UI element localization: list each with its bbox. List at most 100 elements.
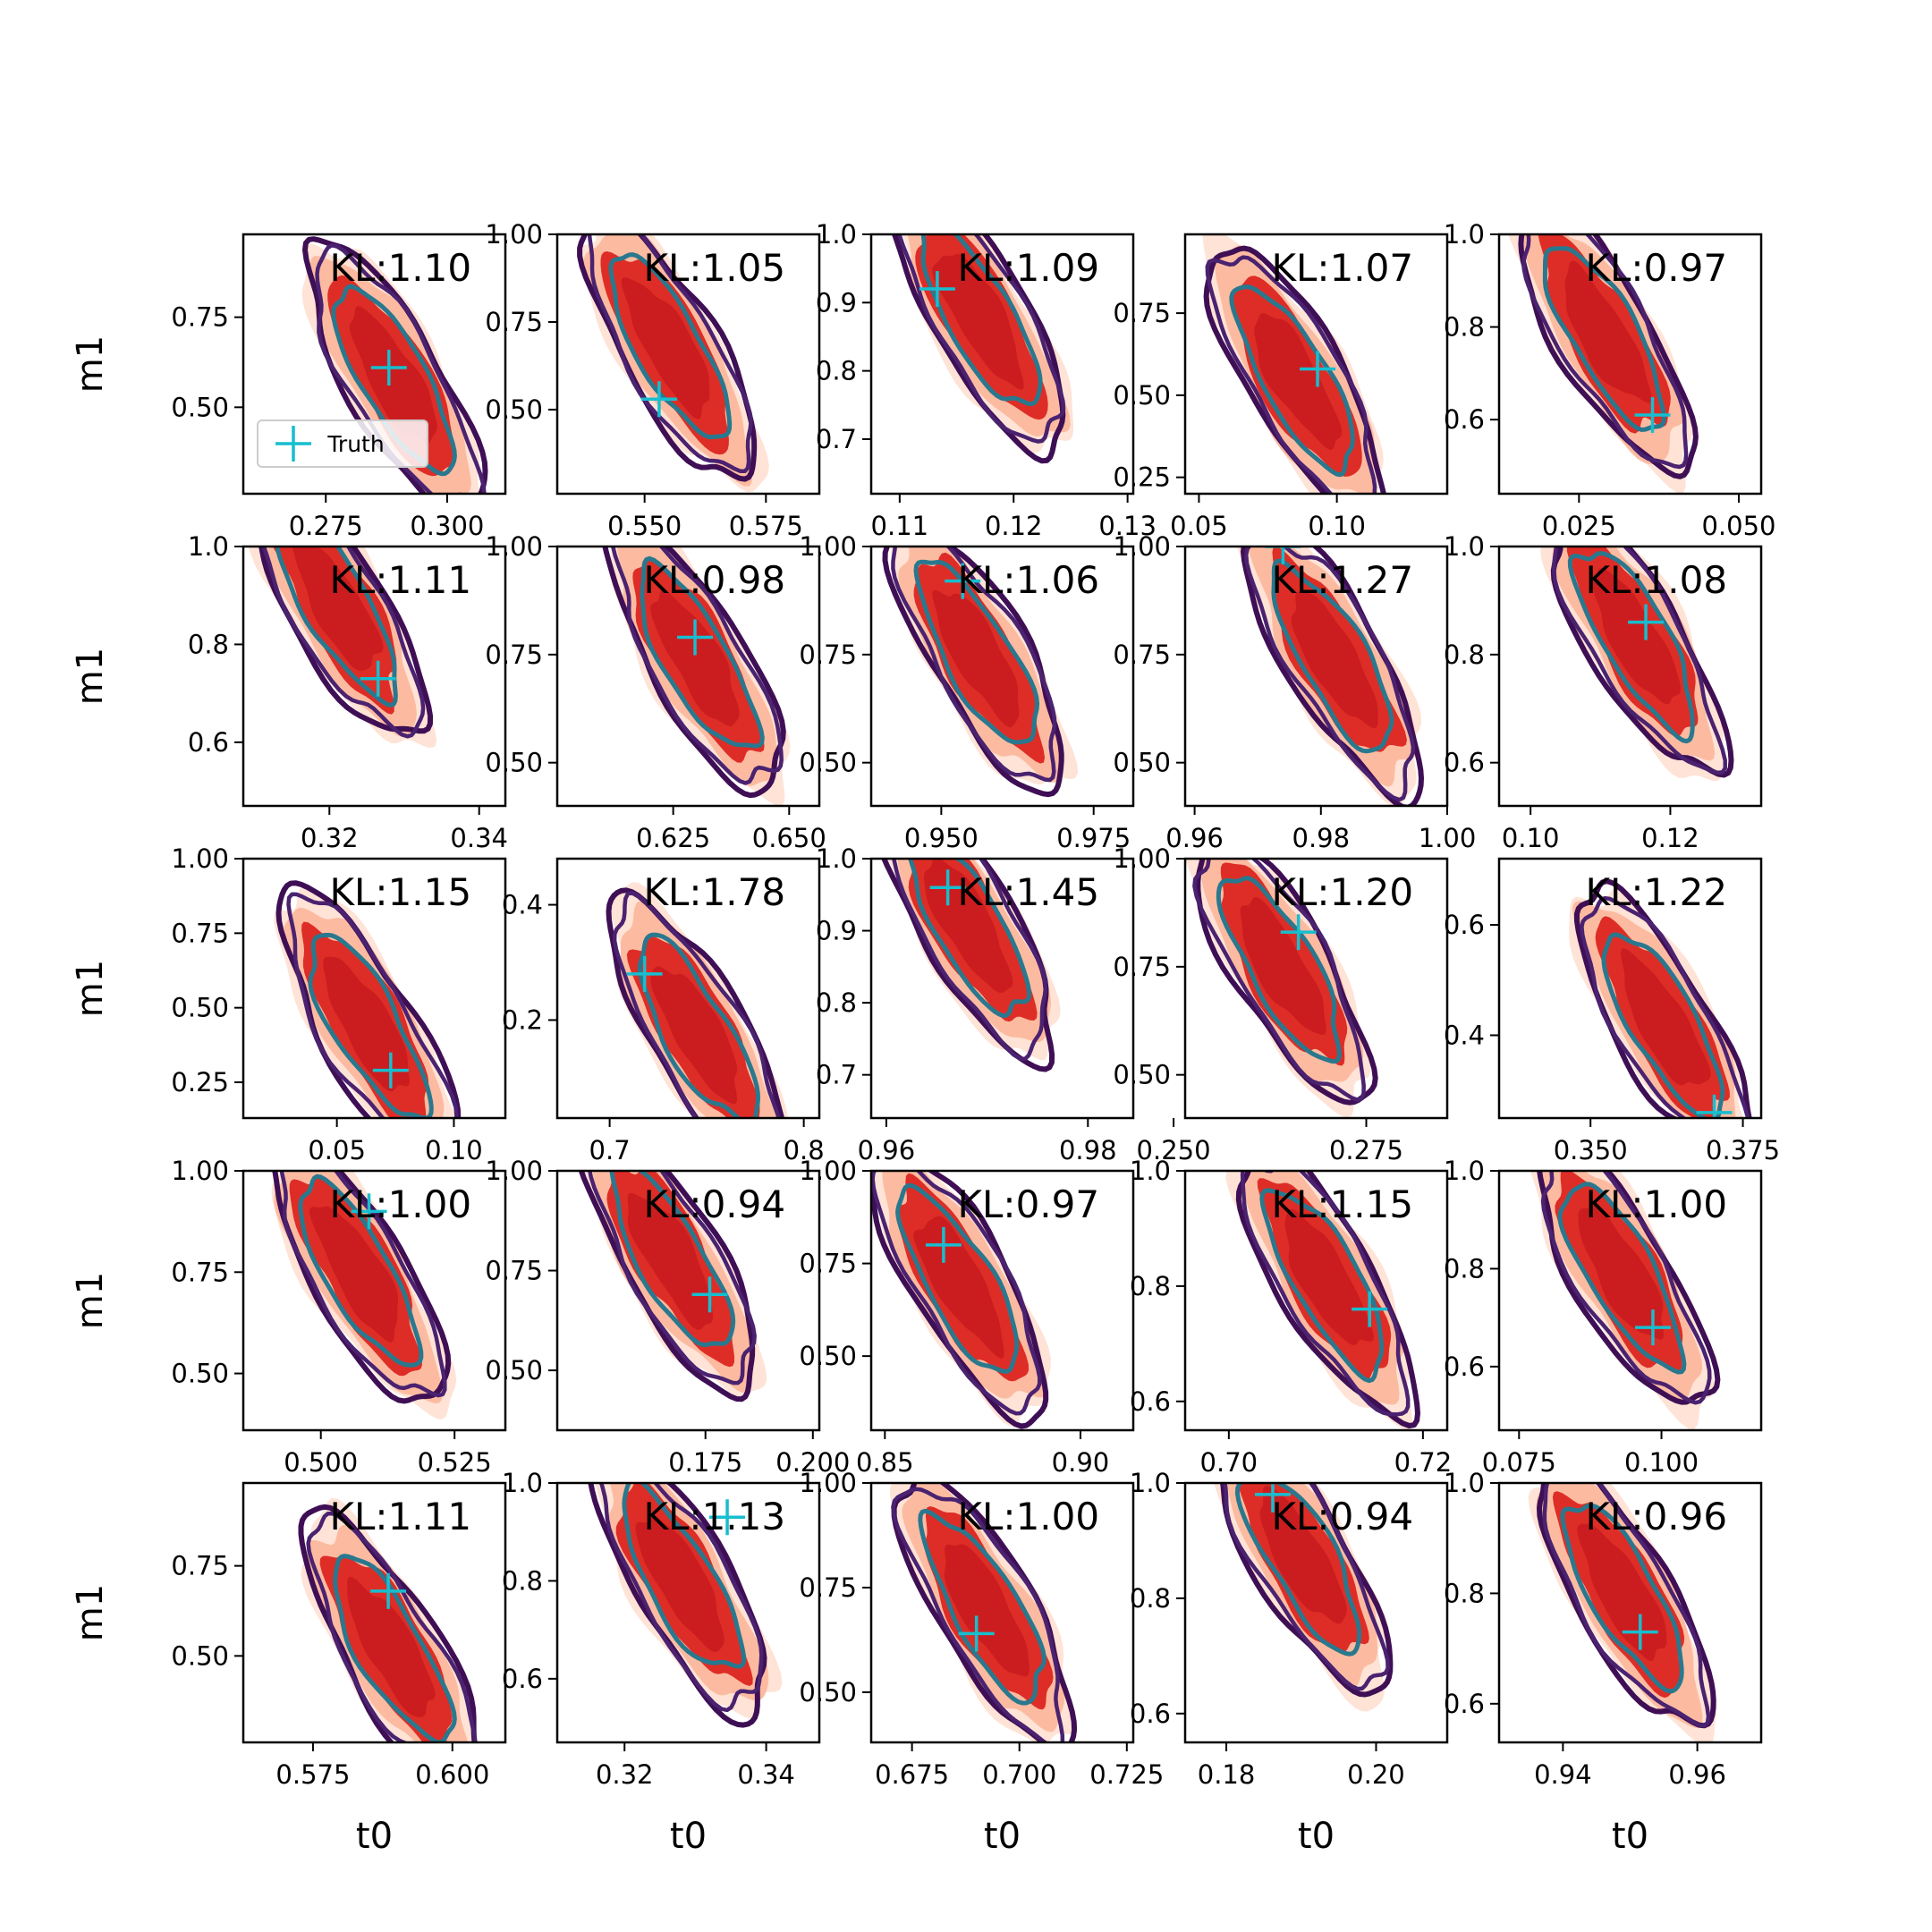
panel-r1-c0: 0.32 0.34 0.6 0.8 1.0 KL:1.11 m1	[70, 531, 508, 853]
y-tick-label: 0.8	[188, 629, 229, 659]
contour-line-inner	[913, 559, 1040, 745]
y-tick-label: 0.75	[799, 1249, 857, 1279]
y-tick-label: 0.50	[1113, 748, 1171, 778]
contour-line-outer	[1550, 547, 1734, 778]
y-tick-label: 0.50	[1113, 380, 1171, 411]
truth-marker	[1634, 396, 1671, 433]
contour-line-mid	[1542, 1483, 1711, 1728]
x-tick-label: 0.12	[985, 511, 1043, 541]
panel-r2-c4: 0.350 0.375 0.4 0.6 KL:1.22	[1444, 857, 1780, 1165]
y-tick-label: 1.00	[799, 1468, 857, 1498]
y-tick-label: 0.6	[188, 727, 229, 758]
density-contours	[274, 880, 462, 1118]
x-tick-label: 0.525	[418, 1447, 492, 1478]
density-contours	[882, 547, 1079, 798]
kl-label: KL:1.10	[329, 246, 471, 290]
y-tick-label: 0.75	[799, 640, 857, 670]
truth-marker	[1300, 351, 1336, 387]
y-tick-label: 0.75	[1113, 298, 1171, 328]
x-tick-label: 0.85	[856, 1447, 914, 1478]
contour-line-outer	[602, 547, 786, 799]
contour-line-inner	[1271, 558, 1394, 754]
panel-r2-c2: 0.96 0.98 0.7 0.8 0.9 1.0 KL:1.45	[816, 843, 1135, 1165]
contour-line-inner	[640, 555, 765, 749]
panel-r0-c2: 0.11 0.12 0.13 0.7 0.8 0.9 1.0 KL:1.09	[816, 219, 1157, 541]
contour-line-inner	[918, 1508, 1046, 1706]
x-tick-label: 0.32	[301, 823, 359, 853]
x-tick-label: 0.70	[1200, 1447, 1258, 1478]
y-tick-label: 0.50	[485, 394, 543, 425]
axes-frame	[242, 1481, 507, 1744]
density-fill-core	[1240, 896, 1326, 1035]
density-fill-core	[349, 306, 437, 444]
panel-r1-c1: 0.625 0.650 0.50 0.75 1.00 KL:0.98	[485, 531, 826, 853]
panel-r1-c2: 0.950 0.975 0.50 0.75 1.00 KL:1.06	[799, 531, 1135, 853]
x-tick-label: 0.90	[1052, 1447, 1110, 1478]
panel-r3-c1: 0.175 0.200 0.50 0.75 1.00 KL:0.94	[485, 1156, 850, 1478]
y-tick-label: 0.6	[1444, 1689, 1485, 1719]
contour-line-outer	[606, 887, 785, 1118]
y-tick-label: 1.00	[799, 1156, 857, 1186]
contour-line-outer	[1574, 878, 1752, 1118]
density-fill-core	[347, 1576, 436, 1717]
contour-line-outer	[1518, 234, 1699, 479]
density-contours	[1528, 1483, 1716, 1742]
kl-label: KL:1.15	[329, 870, 471, 914]
axes-frame	[555, 1169, 821, 1432]
x-tick-label: 0.7	[589, 1135, 631, 1165]
y-tick-label: 0.6	[1444, 910, 1485, 940]
contour-line-outer	[298, 1504, 478, 1742]
density-fill-core	[635, 1516, 724, 1653]
y-tick-label: 0.50	[485, 748, 543, 778]
y-tick-label: 0.9	[816, 916, 857, 946]
x-tick-label: 0.05	[308, 1135, 366, 1165]
contour-line-outer	[871, 1171, 1049, 1429]
density-fill-core	[292, 547, 384, 672]
x-tick-label: 0.275	[289, 511, 363, 541]
density-contours	[577, 234, 769, 493]
y-tick-label: 0.8	[816, 356, 857, 386]
density-contours	[248, 547, 437, 749]
density-fill-core	[1291, 591, 1378, 729]
density-fill-core	[944, 1544, 1030, 1677]
contour-line-mid	[610, 547, 784, 785]
truth-marker	[919, 271, 955, 308]
contour-line-mid	[598, 1483, 764, 1713]
x-axis-label: t0	[356, 1816, 393, 1857]
contour-line-inner	[298, 1174, 424, 1368]
kl-label: KL:0.94	[643, 1182, 785, 1226]
kl-label: KL:0.94	[1271, 1495, 1413, 1538]
density-contours	[890, 1483, 1078, 1742]
contour-line-mid	[891, 1487, 1065, 1742]
truth-marker	[1265, 547, 1301, 564]
contour-line-inner	[1601, 932, 1725, 1118]
density-contours	[1236, 547, 1424, 806]
kl-label: KL:1.07	[1271, 246, 1413, 290]
axes-frame	[869, 545, 1135, 808]
truth-marker	[626, 955, 663, 992]
y-tick-label: 0.8	[1444, 312, 1485, 343]
y-tick-label: 0.75	[1113, 640, 1171, 670]
y-tick-label: 0.50	[1113, 1060, 1171, 1090]
contour-line-inner	[908, 859, 1032, 1019]
density-fill-core	[1259, 1486, 1347, 1624]
y-tick-label: 0.50	[799, 1677, 857, 1707]
x-tick-label: 0.075	[1482, 1447, 1556, 1478]
y-tick-label: 0.75	[171, 1257, 229, 1287]
y-tick-label: 0.50	[799, 748, 857, 778]
contour-line-inner	[1567, 551, 1695, 744]
x-tick-label: 0.025	[1542, 511, 1616, 541]
x-tick-label: 0.375	[1706, 1135, 1780, 1165]
y-tick-label: 1.00	[1113, 531, 1171, 562]
kl-label: KL:1.06	[957, 558, 1099, 602]
truth-marker	[351, 1193, 387, 1230]
contour-line-inner	[1229, 284, 1355, 478]
contour-line-inner	[1234, 1483, 1362, 1657]
kl-label: KL:1.45	[957, 870, 1099, 914]
density-contours	[1225, 1171, 1420, 1430]
truth-marker	[370, 1572, 407, 1609]
axes-frame	[1497, 1169, 1763, 1432]
x-tick-label: 0.575	[729, 511, 803, 541]
legend-box	[257, 419, 428, 468]
density-contours	[891, 234, 1074, 464]
